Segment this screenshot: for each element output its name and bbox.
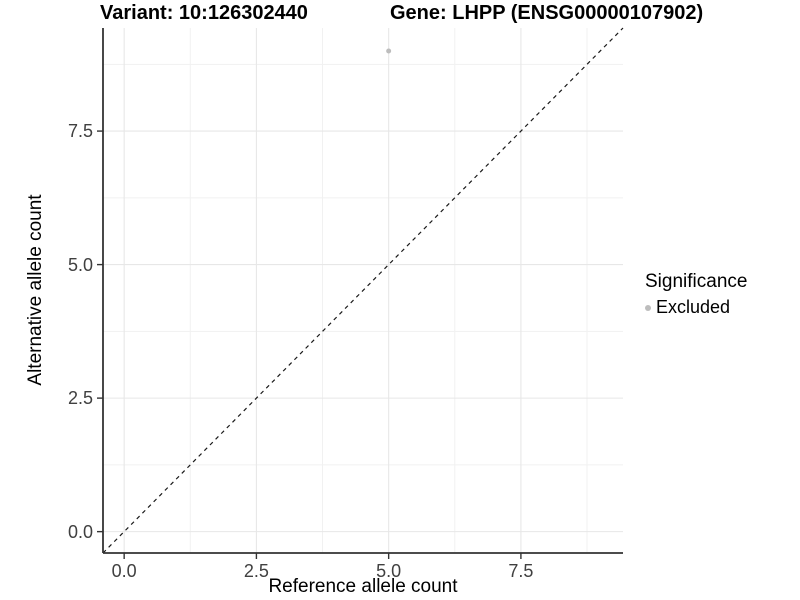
y-axis-title: Alternative allele count: [25, 194, 46, 386]
legend-item-excluded: Excluded: [645, 297, 747, 318]
plot-canvas: [97, 27, 624, 559]
x-axis-title: Reference allele count: [268, 576, 458, 597]
y-tick-label: 0.0: [67, 521, 93, 542]
plot-panel: 0.0 2.5 5.0 7.5 0.0 2.5 5.0 7.5: [68, 27, 624, 580]
y-tick-label: 7.5: [67, 121, 93, 142]
x-tick-label: 2.5: [243, 561, 269, 581]
legend-title: Significance: [645, 271, 748, 292]
excluded-point-icon: [645, 304, 651, 311]
data-point: [386, 48, 392, 54]
y-tick-label: 2.5: [67, 388, 93, 409]
y-tick-label: 5.0: [67, 254, 93, 275]
x-tick-label: 7.5: [508, 561, 534, 581]
gene-title: Gene: LHPP (ENSG00000107902): [390, 2, 704, 24]
x-tick-label: 5.0: [376, 561, 402, 581]
legend-item-label: Excluded: [656, 297, 731, 317]
variant-title: Variant: 10:126302440: [100, 2, 308, 24]
legend: Significance Excluded: [645, 271, 747, 318]
x-tick-label: 0.0: [111, 561, 137, 581]
identity-reference-line: [102, 27, 624, 554]
